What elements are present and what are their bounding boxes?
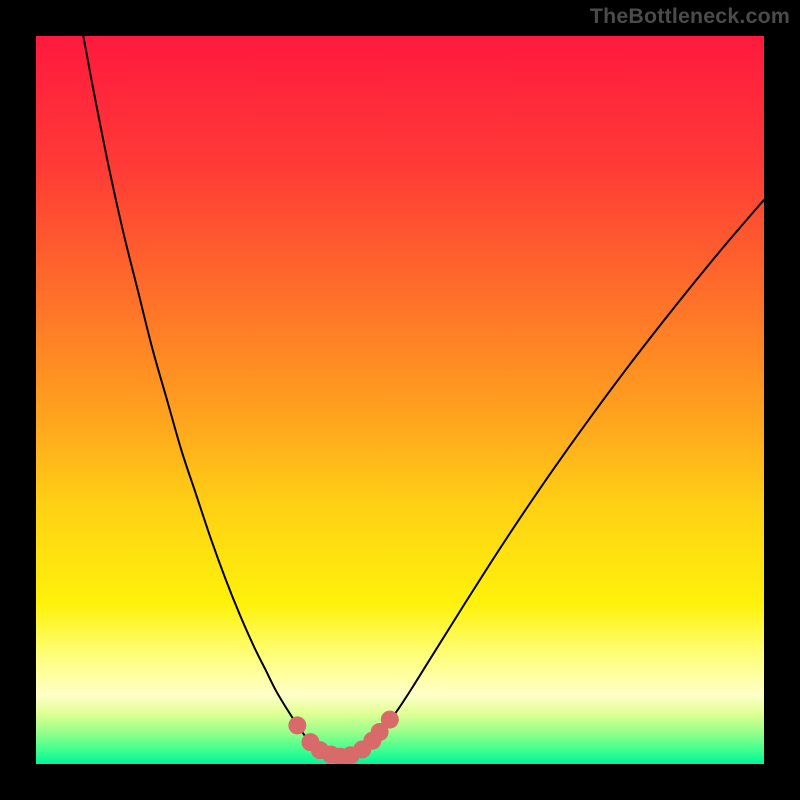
plot-area bbox=[36, 36, 764, 764]
threshold-marker bbox=[288, 716, 306, 734]
watermark-text: TheBottleneck.com bbox=[590, 4, 790, 29]
chart-svg bbox=[0, 0, 800, 800]
threshold-marker bbox=[381, 711, 399, 729]
